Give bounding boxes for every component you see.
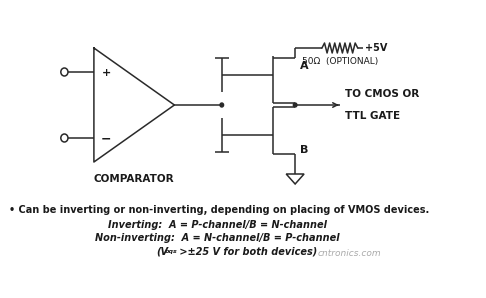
Text: TO CMOS OR: TO CMOS OR [345, 89, 419, 99]
Text: +5V: +5V [365, 43, 387, 53]
Text: −: − [101, 133, 112, 145]
Text: TTL GATE: TTL GATE [345, 111, 400, 121]
Text: 50Ω  (OPTIONAL): 50Ω (OPTIONAL) [302, 57, 378, 66]
Text: • Can be inverting or non-inverting, depending on placing of VMOS devices.: • Can be inverting or non-inverting, dep… [9, 205, 429, 215]
Text: (V: (V [156, 246, 169, 256]
Text: B: B [299, 145, 308, 155]
Text: Non-inverting:  A = N-channel/B = P-channel: Non-inverting: A = N-channel/B = P-chann… [95, 233, 340, 243]
Text: +: + [102, 68, 111, 78]
Text: A: A [299, 61, 308, 71]
Text: Inverting:  A = P-channel/B = N-channel: Inverting: A = P-channel/B = N-channel [108, 220, 327, 230]
Text: cntronics.com: cntronics.com [317, 249, 381, 258]
Text: COMPARATOR: COMPARATOR [94, 174, 174, 184]
Circle shape [294, 103, 297, 107]
Text: bqs: bqs [165, 249, 177, 254]
Text: >±25 V for both devices): >±25 V for both devices) [176, 246, 317, 256]
Circle shape [220, 103, 224, 107]
